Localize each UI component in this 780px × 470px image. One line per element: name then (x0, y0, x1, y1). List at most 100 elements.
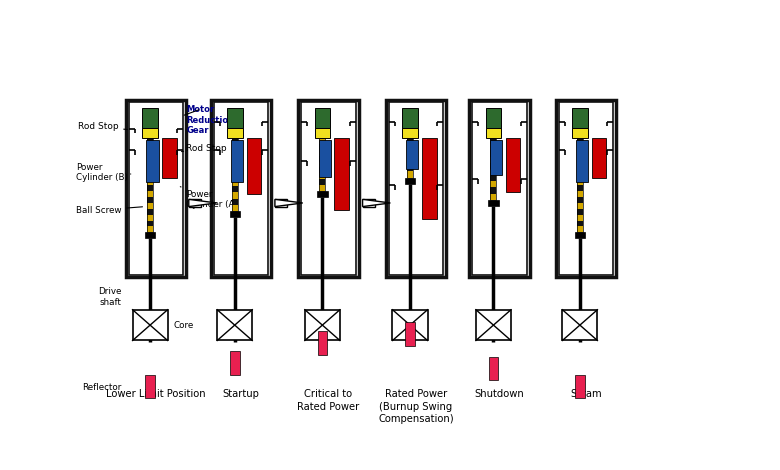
Bar (275, 199, 287, 207)
Bar (407, 138, 413, 178)
Bar (298, 100, 359, 277)
Bar (407, 145, 413, 151)
Bar (147, 215, 153, 220)
Bar (319, 167, 325, 173)
Bar (126, 100, 186, 277)
Bar (488, 200, 498, 206)
Bar (305, 310, 340, 340)
Bar (488, 357, 498, 380)
Bar (147, 141, 158, 182)
Bar (229, 211, 240, 217)
Bar (232, 174, 238, 180)
Bar (319, 156, 325, 162)
Bar (211, 100, 271, 277)
Bar (577, 180, 583, 185)
Bar (577, 197, 583, 203)
Bar (147, 191, 153, 197)
Bar (232, 193, 238, 198)
Bar (405, 322, 415, 346)
Polygon shape (189, 199, 217, 207)
Bar (491, 175, 497, 181)
Bar (407, 164, 413, 172)
Bar (558, 102, 613, 275)
Bar (232, 187, 238, 193)
Bar (470, 100, 530, 277)
Bar (402, 108, 418, 128)
Bar (232, 162, 238, 168)
Polygon shape (275, 199, 303, 207)
Bar (147, 144, 153, 150)
Bar (319, 144, 325, 150)
Bar (405, 178, 415, 184)
Bar (577, 173, 583, 180)
Bar (577, 191, 583, 197)
Bar (319, 150, 325, 156)
Bar (314, 108, 330, 128)
Bar (576, 141, 588, 182)
Bar (231, 141, 243, 182)
Bar (577, 203, 583, 209)
Text: Rated Power
(Burnup Swing
Compensation): Rated Power (Burnup Swing Compensation) (378, 389, 454, 424)
Bar (577, 220, 583, 227)
Bar (217, 310, 252, 340)
Bar (335, 138, 349, 210)
Text: Core: Core (174, 321, 194, 329)
Bar (214, 102, 268, 275)
Bar (562, 310, 597, 340)
Bar (491, 169, 497, 175)
Bar (319, 173, 325, 179)
Bar (491, 181, 497, 188)
Bar (422, 138, 437, 219)
Text: Shutdown: Shutdown (474, 389, 524, 400)
Bar (577, 144, 583, 150)
Bar (227, 128, 243, 138)
Bar (392, 310, 427, 340)
Bar (407, 151, 413, 158)
Bar (486, 128, 502, 138)
Text: Rod Stop: Rod Stop (182, 144, 227, 153)
Bar (230, 352, 239, 375)
Bar (147, 168, 153, 173)
Bar (319, 138, 325, 191)
Bar (363, 199, 374, 207)
Bar (319, 179, 325, 185)
Bar (577, 138, 583, 144)
Bar (491, 157, 497, 163)
Text: Rod Stop: Rod Stop (77, 122, 127, 131)
Bar (145, 375, 155, 399)
Bar (577, 138, 583, 232)
Bar (314, 128, 330, 138)
Bar (577, 156, 583, 162)
Text: Drive
shaft: Drive shaft (98, 287, 122, 307)
Bar (232, 157, 238, 162)
Bar (407, 158, 413, 164)
Bar (572, 128, 588, 138)
Bar (577, 215, 583, 220)
Bar (473, 102, 526, 275)
Bar (407, 138, 413, 145)
Bar (491, 138, 497, 144)
Bar (147, 150, 153, 156)
Bar (232, 180, 238, 187)
Bar (491, 144, 497, 150)
Bar (129, 102, 183, 275)
Bar (491, 150, 497, 157)
Bar (319, 138, 325, 144)
Bar (147, 209, 153, 215)
Bar (592, 138, 607, 178)
Bar (147, 203, 153, 209)
Bar (575, 232, 585, 238)
Bar (575, 375, 585, 399)
Bar (406, 141, 419, 169)
Bar (232, 138, 238, 144)
Bar (555, 100, 616, 277)
Text: Lower Limit Position: Lower Limit Position (106, 389, 206, 400)
Bar (319, 162, 325, 167)
Bar (577, 150, 583, 156)
Bar (577, 162, 583, 168)
Bar (577, 227, 583, 232)
Bar (232, 168, 238, 174)
Bar (402, 128, 418, 138)
Bar (147, 180, 153, 185)
Polygon shape (363, 199, 390, 207)
